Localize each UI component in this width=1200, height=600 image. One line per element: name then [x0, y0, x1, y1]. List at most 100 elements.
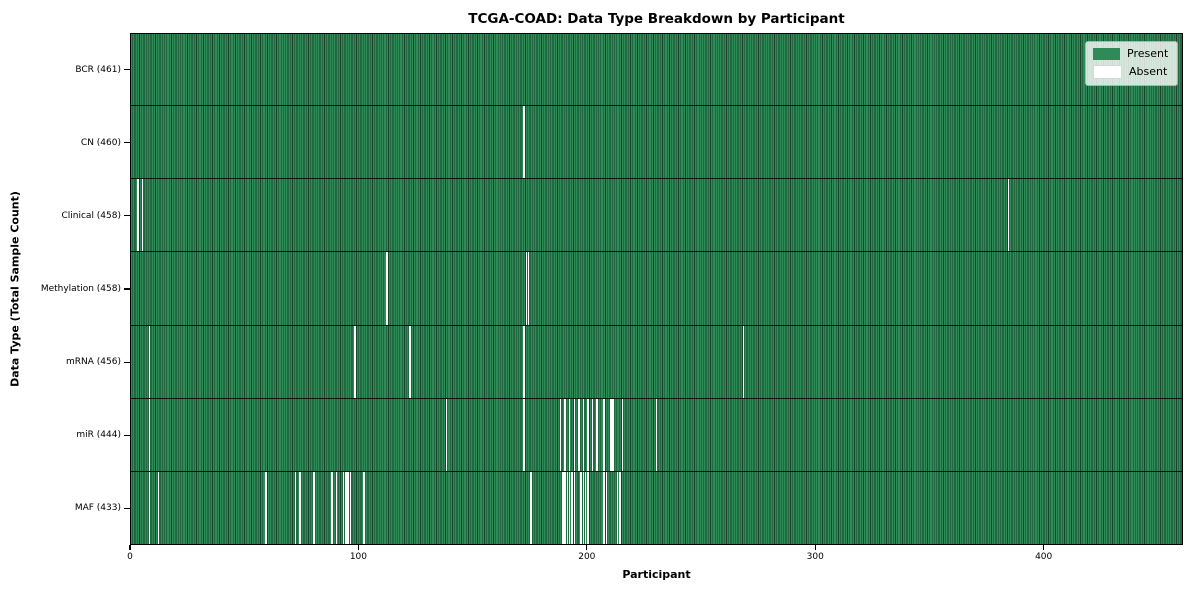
absent-marker — [587, 398, 589, 471]
absent-marker — [573, 471, 575, 544]
absent-marker — [580, 471, 582, 544]
present-swatch — [1093, 48, 1120, 60]
y-tick-label-maf: MAF (433) — [74, 503, 121, 514]
absent-marker — [530, 471, 532, 544]
y-tick-label-cn: CN (460) — [80, 137, 121, 148]
x-tick-label-300: 300 — [806, 552, 824, 562]
x-tick — [357, 545, 359, 550]
y-tick — [124, 288, 130, 290]
absent-marker — [603, 398, 605, 471]
absent-marker — [336, 471, 338, 544]
x-tick — [1043, 545, 1045, 550]
absent-marker — [525, 252, 528, 325]
y-tick — [124, 361, 130, 363]
legend-item-present: Present — [1093, 48, 1170, 60]
absent-marker — [610, 398, 612, 471]
y-tick — [124, 142, 130, 144]
absent-marker — [603, 471, 605, 544]
x-tick-label-0: 0 — [127, 552, 133, 562]
y-tick-label-bcr: BCR (461) — [75, 64, 121, 75]
absent-marker — [148, 325, 151, 398]
absent-marker — [331, 471, 333, 544]
legend-label-present: Present — [1127, 47, 1169, 60]
x-tick-label-200: 200 — [578, 552, 596, 562]
heatmap-row-methylation — [130, 252, 1183, 326]
absent-marker — [523, 325, 525, 398]
absent-marker — [148, 398, 151, 471]
heatmap-row-cn — [130, 106, 1183, 180]
absent-marker — [566, 471, 569, 544]
absent-marker — [605, 471, 607, 544]
absent-marker — [612, 398, 614, 471]
absent-marker — [342, 471, 345, 544]
heatmap-row-clinical — [130, 179, 1183, 253]
absent-marker — [137, 179, 139, 252]
absent-marker — [299, 471, 301, 544]
absent-marker — [569, 398, 571, 471]
y-tick-label-mrna: mRNA (456) — [66, 357, 121, 368]
absent-marker — [564, 471, 566, 544]
absent-marker — [559, 398, 562, 471]
absent-marker — [141, 179, 144, 252]
absent-marker — [349, 471, 352, 544]
absent-marker — [578, 398, 580, 471]
absent-marker — [562, 471, 564, 544]
absent-marker — [527, 252, 530, 325]
absent-marker — [294, 471, 297, 544]
absent-marker — [616, 471, 619, 544]
absent-marker — [354, 325, 356, 398]
plot-area: Present Absent BCR (461) CN (460) Clinical… — [41, 33, 1183, 562]
absent-marker — [587, 471, 589, 544]
y-tick — [124, 434, 130, 436]
absent-marker — [313, 471, 315, 544]
legend-item-absent: Absent — [1093, 65, 1170, 79]
absent-marker — [1007, 179, 1009, 252]
absent-marker — [571, 471, 573, 544]
absent-marker — [157, 471, 160, 544]
absent-marker — [386, 252, 388, 325]
absent-swatch — [1093, 65, 1122, 79]
absent-marker — [148, 471, 151, 544]
x-tick — [586, 545, 588, 550]
x-tick — [814, 545, 816, 550]
legend-label-absent: Absent — [1129, 65, 1168, 78]
absent-marker — [584, 471, 587, 544]
x-axis-label: Participant — [622, 568, 691, 581]
absent-marker — [655, 398, 658, 471]
absent-marker — [742, 325, 745, 398]
y-tick-label-methylation: Methylation (458) — [40, 284, 121, 294]
y-tick-label-mir: miR (444) — [76, 430, 121, 441]
absent-marker — [621, 398, 623, 471]
absent-marker — [564, 398, 566, 471]
absent-marker — [363, 471, 365, 544]
x-tick-label-400: 400 — [1035, 552, 1053, 562]
absent-marker — [347, 471, 349, 544]
absent-marker — [596, 398, 598, 471]
absent-marker — [445, 398, 448, 471]
absent-marker — [265, 471, 267, 544]
absent-marker — [409, 325, 411, 398]
absent-marker — [582, 471, 585, 544]
heatmap-row-mir — [130, 398, 1183, 472]
y-tick-label-clinical: Clinical (458) — [61, 210, 121, 221]
absent-marker — [619, 471, 621, 544]
legend: Present Absent — [1085, 41, 1178, 86]
y-tick — [124, 68, 130, 71]
y-axis-label: Data Type (Total Sample Count) — [8, 191, 22, 387]
absent-marker — [523, 398, 525, 471]
chart-title: TCGA-COAD: Data Type Breakdown by Partic… — [468, 11, 845, 27]
absent-marker — [523, 106, 525, 179]
x-tick — [129, 545, 131, 550]
y-tick — [124, 215, 130, 217]
absent-marker — [569, 471, 571, 544]
absent-marker — [573, 398, 575, 471]
heatmap-row-maf — [130, 471, 1183, 545]
heatmap-row-mrna — [130, 325, 1183, 399]
absent-marker — [345, 471, 347, 544]
x-tick-label-100: 100 — [349, 552, 367, 562]
heatmap-row-bcr — [130, 33, 1183, 107]
absent-marker — [582, 398, 585, 471]
absent-marker — [591, 398, 594, 471]
y-tick — [124, 507, 130, 510]
